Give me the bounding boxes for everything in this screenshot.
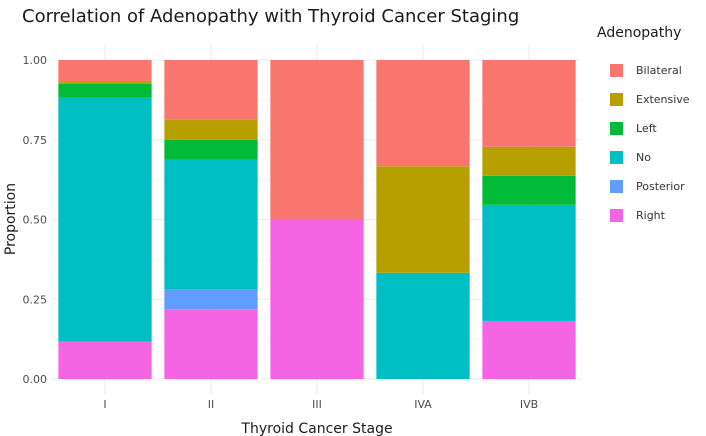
bar-II-bilateral <box>164 60 258 120</box>
bar-III-bilateral <box>270 60 364 220</box>
legend-swatch-extensive <box>610 93 623 106</box>
legend: Adenopathy Bilateral Extensive Left No Poste… <box>597 25 690 222</box>
bar-IVA-bilateral <box>376 60 470 167</box>
legend-swatch-posterior <box>610 180 623 193</box>
bar-II-right <box>164 309 258 379</box>
bar-IVB-right <box>482 320 576 379</box>
legend-label-no: No <box>636 151 651 164</box>
x-tick-label: III <box>312 398 322 411</box>
legend-label-extensive: Extensive <box>636 93 690 106</box>
y-axis-ticks: 0.00 0.25 0.50 0.75 1.00 <box>23 54 48 386</box>
y-tick-label: 0.25 <box>23 293 48 306</box>
bar-IVA-extensive <box>376 166 470 273</box>
bar-I-left <box>58 83 152 98</box>
y-axis-title: Proportion <box>3 183 19 255</box>
y-tick-label: 1.00 <box>23 54 48 67</box>
bar-I-right <box>58 341 152 379</box>
bar-I-bilateral <box>58 60 152 82</box>
bar-IVB-left <box>482 175 576 205</box>
x-axis-ticks: I II III IVA IVB <box>103 398 538 411</box>
legend-swatch-no <box>610 151 623 164</box>
chart-title: Correlation of Adenopathy with Thyroid C… <box>22 6 520 27</box>
bars <box>58 60 576 379</box>
x-tick-label: IVB <box>520 398 538 411</box>
bar-II-posterior <box>164 289 258 310</box>
bar-III-right <box>270 219 364 379</box>
legend-label-posterior: Posterior <box>636 180 685 193</box>
bar-IVA-no <box>376 272 470 379</box>
x-tick-label: II <box>208 398 215 411</box>
legend-swatch-right <box>610 209 623 222</box>
legend-label-bilateral: Bilateral <box>636 64 682 77</box>
y-tick-label: 0.00 <box>23 373 48 386</box>
x-axis-title: Thyroid Cancer Stage <box>240 421 392 436</box>
bar-I-no <box>58 97 152 342</box>
bar-IVB-bilateral <box>482 60 576 147</box>
bar-II-left <box>164 139 258 160</box>
y-tick-label: 0.75 <box>23 134 48 147</box>
y-tick-label: 0.50 <box>23 214 48 227</box>
legend-label-right: Right <box>636 209 666 222</box>
x-tick-label: IVA <box>414 398 432 411</box>
bar-II-extensive <box>164 119 258 140</box>
legend-swatch-left <box>610 122 623 135</box>
legend-swatch-bilateral <box>610 64 623 77</box>
legend-label-left: Left <box>636 122 657 135</box>
legend-title: Adenopathy <box>597 25 681 41</box>
bar-IVB-no <box>482 204 576 321</box>
bar-II-no <box>164 159 258 290</box>
x-tick-label: I <box>103 398 106 411</box>
bar-I-extensive <box>58 81 152 84</box>
bar-IVB-extensive <box>482 146 576 176</box>
